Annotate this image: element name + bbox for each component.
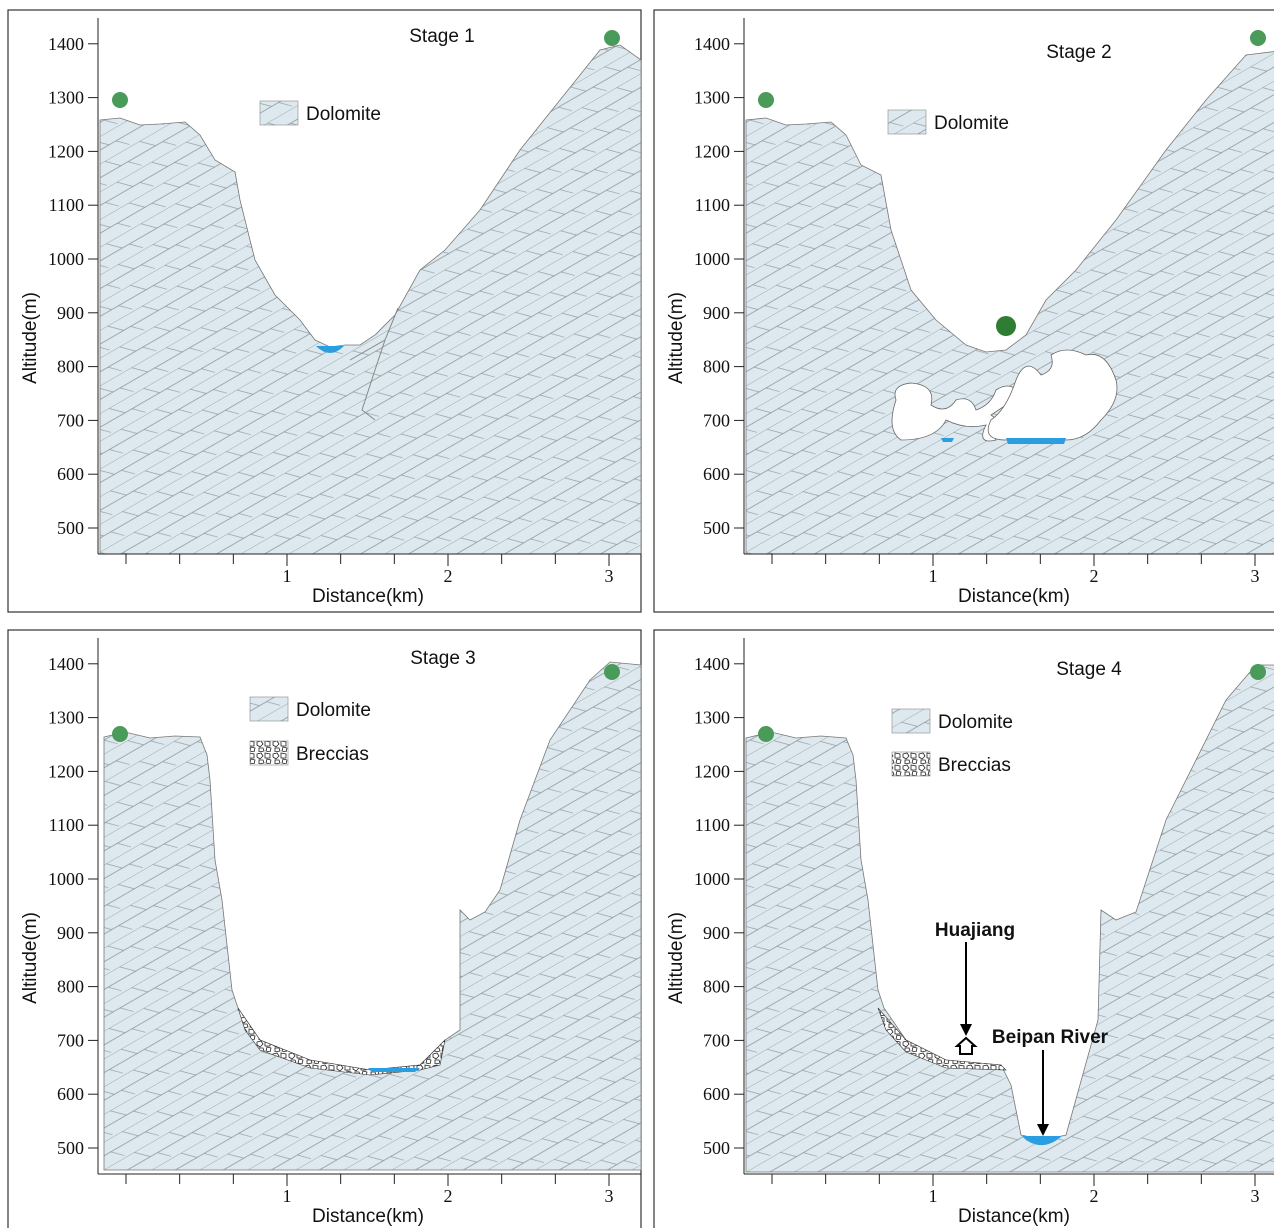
y-tick-label: 1000 [48, 249, 84, 269]
legend-swatch [888, 110, 926, 134]
x-tick-label: 2 [1090, 566, 1099, 586]
legend-label: Dolomite [934, 113, 1009, 134]
legend-swatch [250, 697, 288, 721]
y-tick-label: 1000 [694, 249, 730, 269]
legend-swatch [260, 101, 298, 125]
y-tick-label: 800 [703, 357, 730, 377]
dolomite-profile [746, 50, 1274, 554]
legend-label: Breccias [938, 755, 1011, 776]
y-tick-label: 1400 [694, 34, 730, 54]
annotation: Beipan River [992, 1027, 1109, 1048]
stage-title: Stage 3 [410, 648, 476, 669]
dolomite-profile [104, 662, 641, 1170]
y-tick-label: 900 [703, 303, 730, 323]
x-tick-label: 2 [1090, 1186, 1099, 1206]
y-tick-label: 600 [703, 464, 730, 484]
panel: 500 600 700 800 900 1000 1100 1200 1300 1400 1 2 3 Di… [8, 630, 641, 1228]
y-tick-label: 600 [57, 1084, 84, 1104]
panel: 500 600 700 800 900 1000 1100 1200 1300 1400 1 2 3 Di… [654, 630, 1274, 1228]
y-tick-label: 500 [57, 518, 84, 538]
y-tick-label: 1400 [694, 654, 730, 674]
y-tick-label: 800 [57, 357, 84, 377]
stage-title: Stage 1 [409, 26, 475, 47]
y-tick-label: 1300 [694, 708, 730, 728]
y-tick-label: 900 [57, 923, 84, 943]
y-tick-label: 500 [703, 518, 730, 538]
x-axis-label: Distance(km) [312, 586, 424, 607]
legend-label: Breccias [296, 744, 369, 765]
x-tick-label: 3 [1251, 566, 1260, 586]
legend-label: Dolomite [296, 700, 371, 721]
y-tick-label: 1000 [48, 869, 84, 889]
y-tick-label: 800 [703, 977, 730, 997]
y-tick-label: 700 [57, 1030, 84, 1050]
x-axis-label: Distance(km) [312, 1206, 424, 1227]
y-tick-label: 1200 [694, 761, 730, 781]
annotation: Huajiang [935, 920, 1015, 941]
x-axis-label: Distance(km) [958, 1206, 1070, 1227]
tree [112, 726, 128, 742]
y-tick-label: 600 [57, 464, 84, 484]
y-tick-label: 500 [703, 1138, 730, 1158]
stage-title: Stage 2 [1046, 42, 1112, 63]
tree [758, 726, 774, 742]
y-axis-label: Altitude(m) [666, 292, 687, 384]
x-tick-label: 1 [929, 566, 938, 586]
y-tick-label: 900 [703, 923, 730, 943]
x-tick-label: 1 [283, 566, 292, 586]
y-tick-label: 1200 [48, 761, 84, 781]
x-axis-label: Distance(km) [958, 586, 1070, 607]
figure: 500 600 700 800 900 1000 1100 1200 1300 1400 1 2 3 Di… [0, 0, 1274, 1228]
tree [604, 30, 620, 46]
tree [1250, 30, 1266, 46]
y-tick-label: 500 [57, 1138, 84, 1158]
panel: 500 600 700 800 900 1000 1100 1200 1300 1400 1 2 3 Di… [654, 10, 1274, 612]
y-tick-label: 700 [57, 410, 84, 430]
tree [604, 664, 620, 680]
house-icon [957, 1038, 975, 1054]
dolomite-profile [746, 665, 1274, 1172]
legend-label: Dolomite [306, 104, 381, 125]
legend-swatch [892, 752, 930, 776]
y-axis-label: Altitude(m) [666, 912, 687, 1004]
y-tick-label: 1300 [48, 88, 84, 108]
y-tick-label: 700 [703, 1030, 730, 1050]
y-tick-label: 1300 [48, 708, 84, 728]
y-tick-label: 1100 [49, 815, 84, 835]
y-tick-label: 800 [57, 977, 84, 997]
arrowhead [1037, 1124, 1049, 1136]
stage-title: Stage 4 [1056, 659, 1122, 680]
x-tick-label: 3 [605, 1186, 614, 1206]
y-tick-label: 900 [57, 303, 84, 323]
legend-swatch [250, 741, 288, 765]
x-tick-label: 2 [444, 566, 453, 586]
x-tick-label: 1 [283, 1186, 292, 1206]
water [368, 1068, 420, 1072]
y-axis-label: Altitude(m) [20, 912, 41, 1004]
tree [1250, 664, 1266, 680]
legend-swatch [892, 709, 930, 733]
y-tick-label: 1200 [48, 141, 84, 161]
y-axis-label: Altitude(m) [20, 292, 41, 384]
y-tick-label: 1000 [694, 869, 730, 889]
tree [112, 92, 128, 108]
tree [758, 92, 774, 108]
y-tick-label: 1100 [49, 195, 84, 215]
x-tick-label: 1 [929, 1186, 938, 1206]
y-tick-label: 1200 [694, 141, 730, 161]
y-tick-label: 1400 [48, 654, 84, 674]
x-tick-label: 3 [605, 566, 614, 586]
arrowhead [960, 1024, 972, 1036]
x-tick-label: 3 [1251, 1186, 1260, 1206]
tree [996, 316, 1016, 336]
y-tick-label: 1300 [694, 88, 730, 108]
y-tick-label: 1100 [695, 195, 730, 215]
y-tick-label: 600 [703, 1084, 730, 1104]
y-tick-label: 1100 [695, 815, 730, 835]
legend-label: Dolomite [938, 712, 1013, 733]
panel: 500 600 700 800 900 1000 1100 1200 1300 1400 1 2 3 Di… [8, 10, 641, 612]
y-tick-label: 700 [703, 410, 730, 430]
y-tick-label: 1400 [48, 34, 84, 54]
x-tick-label: 2 [444, 1186, 453, 1206]
